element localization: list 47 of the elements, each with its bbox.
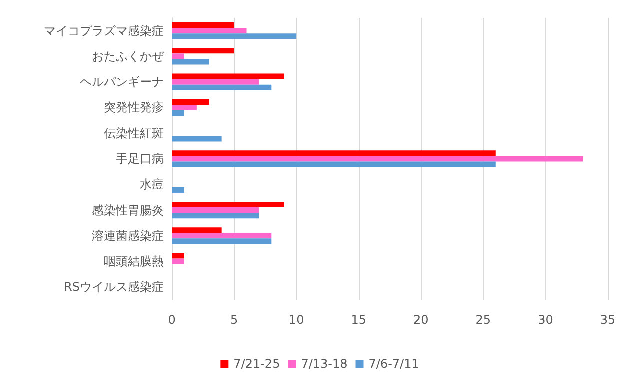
x-tick-label: 5 <box>230 313 238 327</box>
bar <box>172 156 584 162</box>
x-tick-label: 25 <box>476 313 492 327</box>
x-tick-label: 15 <box>351 313 366 327</box>
y-tick-label: ヘルパンギーナ <box>80 75 164 90</box>
bar <box>172 28 247 34</box>
x-tick-label: 10 <box>288 313 304 327</box>
bar <box>172 99 210 105</box>
x-tick-label: 20 <box>414 313 429 327</box>
bar <box>172 84 272 90</box>
bar <box>172 187 184 193</box>
bar <box>172 253 184 259</box>
y-tick-label: おたふくかぜ <box>92 49 165 64</box>
legend-label: 7/21-25 <box>234 357 280 371</box>
y-tick-label: 水痘 <box>140 178 164 192</box>
bar <box>172 207 260 214</box>
y-tick-label: 突発性発疹 <box>104 100 164 115</box>
y-tick-label: 溶連菌感染症 <box>92 228 164 243</box>
bar <box>172 202 284 208</box>
y-tick-label: 咽頭結膜熱 <box>104 254 164 269</box>
y-tick-label: 感染性胃腸炎 <box>92 203 164 218</box>
y-tick-label: 手足口病 <box>116 152 164 166</box>
y-tick-label: マイコプラズマ感染症 <box>44 24 164 38</box>
bar <box>172 238 272 244</box>
bar <box>172 162 496 168</box>
bar <box>172 48 234 54</box>
bar <box>172 104 197 111</box>
bar <box>172 228 222 234</box>
bar <box>172 258 184 264</box>
bar <box>172 54 184 60</box>
legend-label: 7/6-7/11 <box>368 357 420 371</box>
bar <box>172 110 184 116</box>
bar <box>172 59 210 65</box>
bar <box>172 34 297 40</box>
bar <box>172 213 260 219</box>
bar <box>172 136 222 142</box>
x-tick-label: 30 <box>538 313 554 327</box>
y-tick-label: RSウイルス感染症 <box>64 280 164 294</box>
bar <box>172 22 234 28</box>
legend-label: 7/13-18 <box>301 357 348 371</box>
bar <box>172 79 260 85</box>
x-tick-label: 35 <box>600 313 616 327</box>
x-tick-label: 0 <box>168 313 176 327</box>
y-tick-label: 伝染性紅斑 <box>104 126 164 140</box>
bar <box>172 233 272 239</box>
bar <box>172 74 284 80</box>
bar <box>172 150 496 156</box>
